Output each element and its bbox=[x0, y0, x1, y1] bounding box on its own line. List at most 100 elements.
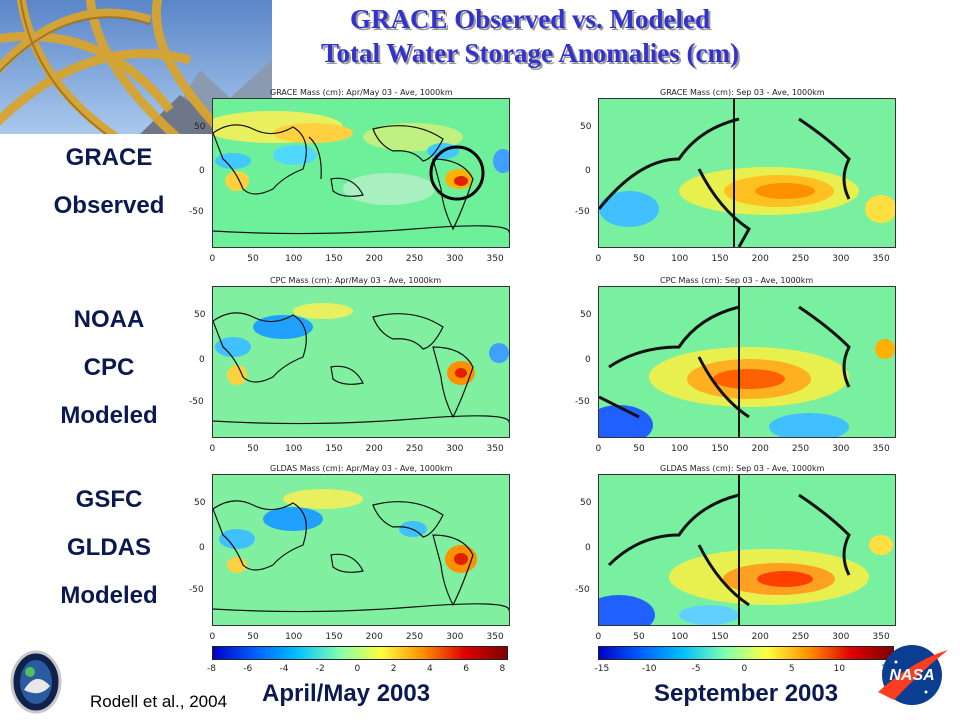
mission-emblem-logo bbox=[10, 650, 62, 714]
x-tick-label: 150 bbox=[711, 444, 729, 454]
x-tick-label: 100 bbox=[671, 632, 689, 642]
x-tick-label: 200 bbox=[751, 254, 769, 264]
colorbar-tick-label: 5 bbox=[788, 664, 795, 674]
colorbar-tick-label: -5 bbox=[691, 664, 701, 674]
x-tick-label: 150 bbox=[711, 254, 729, 264]
y-tick-label: 0 bbox=[199, 355, 205, 365]
row-label-line: CPC bbox=[83, 354, 135, 381]
x-tick-label: 250 bbox=[791, 632, 810, 642]
x-tick-label: 50 bbox=[247, 254, 259, 264]
colorbar-tick-label: 6 bbox=[463, 664, 469, 674]
x-tick-label: 50 bbox=[247, 444, 259, 454]
slide-title: GRACE Observed vs. Modeled Total Water S… bbox=[270, 2, 790, 70]
x-tick-label: 0 bbox=[595, 444, 602, 454]
x-tick-label: 50 bbox=[633, 254, 645, 264]
colorbar-left bbox=[212, 646, 508, 660]
x-tick-label: 350 bbox=[872, 632, 890, 642]
y-tick-label: 0 bbox=[585, 543, 591, 553]
x-tick-label: 300 bbox=[832, 254, 850, 264]
x-tick-label: 250 bbox=[405, 254, 424, 264]
colorbar-tick-label: -15 bbox=[594, 664, 610, 674]
colorbar-tick-label: 8 bbox=[499, 664, 506, 674]
x-tick-label: 200 bbox=[365, 632, 383, 642]
row-label-line: GLDAS bbox=[67, 534, 151, 561]
title-line-2: Total Water Storage Anomalies (cm) bbox=[321, 38, 739, 68]
x-tick-label: 100 bbox=[285, 254, 303, 264]
colorbar-tick-label: 2 bbox=[390, 664, 397, 674]
x-tick-label: 0 bbox=[209, 254, 216, 264]
colorbar-tick-label: -4 bbox=[279, 664, 289, 674]
y-tick-label: 50 bbox=[194, 310, 206, 320]
period-label-right: September 2003 bbox=[654, 680, 839, 707]
y-tick-label: -50 bbox=[575, 397, 590, 407]
y-tick-label: -50 bbox=[575, 585, 590, 595]
colorbar-tick-label: -6 bbox=[243, 664, 253, 674]
y-tick-label: 50 bbox=[194, 498, 206, 508]
colorbar-tick-label: -2 bbox=[315, 664, 325, 674]
colorbar-tick-label: 4 bbox=[427, 664, 433, 674]
x-tick-label: 0 bbox=[595, 632, 602, 642]
x-tick-label: 150 bbox=[325, 632, 343, 642]
row-label-line: Modeled bbox=[60, 582, 158, 609]
colorbar-tick-label: 0 bbox=[741, 664, 748, 674]
x-tick-label: 300 bbox=[446, 444, 464, 454]
x-tick-label: 100 bbox=[285, 632, 303, 642]
x-tick-label: 0 bbox=[209, 444, 216, 454]
row-label-line: Modeled bbox=[60, 402, 158, 429]
y-tick-label: 50 bbox=[580, 121, 592, 132]
x-tick-label: 100 bbox=[671, 254, 689, 264]
map-cpc-aprmay bbox=[212, 286, 510, 438]
row-label-grace: GRACE Observed bbox=[24, 134, 194, 234]
y-tick-label: -50 bbox=[189, 207, 204, 218]
title-line-1: GRACE Observed vs. Modeled bbox=[350, 4, 710, 34]
x-tick-label: 300 bbox=[446, 632, 464, 642]
x-tick-label: 200 bbox=[365, 444, 383, 454]
map-title: GLDAS Mass (cm): Apr/May 03 - Ave, 1000k… bbox=[270, 464, 453, 473]
y-tick-label: 0 bbox=[199, 543, 205, 553]
x-tick-label: 350 bbox=[486, 632, 504, 642]
y-tick-label: -50 bbox=[189, 585, 204, 595]
colorbar-tick-label: -8 bbox=[207, 664, 216, 674]
row-label-line: GRACE bbox=[65, 144, 153, 171]
y-tick-label: 50 bbox=[580, 310, 592, 320]
nasa-logo: NASA bbox=[874, 640, 950, 710]
x-tick-label: 0 bbox=[209, 632, 216, 642]
x-tick-label: 50 bbox=[247, 632, 259, 642]
map-grace-aprmay bbox=[212, 98, 510, 248]
y-tick-label: 50 bbox=[580, 498, 592, 508]
x-tick-label: 350 bbox=[872, 254, 890, 264]
y-tick-label: 50 bbox=[194, 121, 206, 132]
map-gldas-sep bbox=[598, 474, 896, 626]
x-tick-label: 150 bbox=[325, 254, 343, 264]
row-label-line: Observed bbox=[53, 192, 165, 219]
citation: Rodell et al., 2004 bbox=[90, 692, 228, 711]
y-tick-label: -50 bbox=[189, 397, 204, 407]
x-tick-label: 200 bbox=[751, 444, 769, 454]
row-label-gldas: GSFC GLDAS Modeled bbox=[24, 476, 194, 620]
x-tick-label: 0 bbox=[595, 254, 602, 264]
y-tick-label: 0 bbox=[585, 355, 591, 365]
period-label-left: April/May 2003 bbox=[262, 680, 431, 707]
row-label-line: NOAA bbox=[73, 306, 145, 333]
map-title: CPC Mass (cm): Sep 03 - Ave, 1000km bbox=[660, 276, 814, 285]
x-tick-label: 350 bbox=[486, 444, 504, 454]
x-tick-label: 250 bbox=[791, 444, 810, 454]
colorbar-tick-label: 10 bbox=[833, 664, 846, 674]
map-gldas-aprmay bbox=[212, 474, 510, 626]
map-title: CPC Mass (cm): Apr/May 03 - Ave, 1000km bbox=[270, 276, 442, 285]
map-title: GRACE Mass (cm): Sep 03 - Ave, 1000km bbox=[660, 88, 825, 97]
row-label-line: GSFC bbox=[75, 486, 143, 513]
x-tick-label: 50 bbox=[633, 444, 645, 454]
x-tick-label: 250 bbox=[405, 444, 424, 454]
colorbar-tick-label: -10 bbox=[641, 664, 657, 674]
map-grace-sep bbox=[598, 98, 896, 248]
x-tick-label: 150 bbox=[711, 632, 729, 642]
x-tick-label: 250 bbox=[405, 632, 424, 642]
x-tick-label: 200 bbox=[751, 632, 769, 642]
row-label-cpc: NOAA CPC Modeled bbox=[24, 296, 194, 440]
colorbar-right bbox=[598, 646, 894, 660]
y-tick-label: -50 bbox=[575, 207, 590, 218]
x-tick-label: 100 bbox=[285, 444, 303, 454]
x-tick-label: 200 bbox=[365, 254, 383, 264]
colorbar-tick-label: 0 bbox=[354, 664, 361, 674]
